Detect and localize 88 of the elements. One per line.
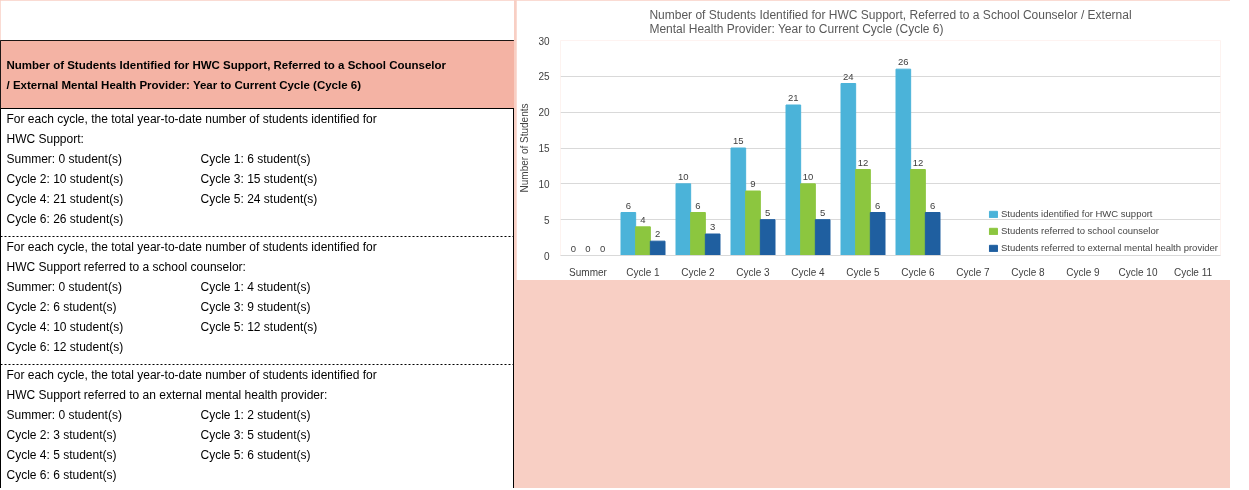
x-tick-label: Cycle 8 (1011, 266, 1046, 278)
data-label: 24 (843, 70, 854, 82)
x-tick-label: Cycle 1 (626, 266, 661, 278)
y-tick-label: 15 (538, 143, 550, 154)
text: Cycle 1: 6 student(s) (200, 151, 311, 166)
bar (649, 240, 666, 256)
x-tick-label: Cycle 3 (736, 266, 771, 278)
bar (840, 83, 857, 256)
bar (745, 190, 761, 256)
text: Cycle 6: 12 student(s) (6, 339, 124, 354)
x-tick-label: Cycle 5 (846, 266, 881, 278)
x-tick-label: Cycle 4 (791, 266, 826, 278)
y-tick-label: 25 (538, 71, 550, 83)
text: Cycle 5: 12 student(s) (200, 319, 318, 334)
x-tick-label: Cycle 9 (1066, 266, 1101, 278)
bar (855, 169, 871, 256)
y-axis-title: Number of Students (519, 103, 531, 193)
data-label: 12 (857, 156, 869, 168)
data-label: 6 (625, 199, 631, 211)
bar (704, 233, 721, 256)
x-tick-label: Cycle 2 (681, 266, 716, 278)
data-label: 4 (640, 213, 646, 225)
text: Cycle 3: 15 student(s) (200, 171, 318, 186)
bar (910, 169, 926, 256)
x-tick-label: Summer (569, 266, 608, 278)
text: Cycle 2: 6 student(s) (6, 299, 117, 314)
data-label: 10 (802, 170, 814, 182)
text: For each cycle, the total year-to-date number of students identified for HWC Support: (6, 111, 377, 146)
data-label: 3 (710, 221, 716, 232)
data-label: 5 (820, 206, 826, 218)
bar (620, 212, 637, 256)
bar (800, 183, 816, 256)
legend-label: Students referred to external mental health provider (1000, 242, 1218, 253)
text: For each cycle, the total year-to-date number of students identified for HWC Support referred to a school counselor: (6, 239, 377, 274)
x-tick-label: Cycle 10 (1118, 266, 1158, 278)
y-tick-label: 30 (538, 35, 550, 47)
text: Cycle 4: 10 student(s) (6, 319, 124, 334)
bar (785, 104, 802, 256)
bar (675, 183, 692, 256)
text: For each cycle, the total year-to-date number of students identified for HWC Support referred to an external mental health provider: (6, 367, 377, 402)
y-tick-label: 20 (538, 107, 550, 119)
y-tick-label: 0 (543, 250, 550, 262)
bar (869, 212, 886, 256)
y-tick-label: 5 (543, 214, 550, 226)
data-label: 6 (695, 199, 701, 211)
data-label: 15 (733, 135, 744, 146)
data-label: 21 (788, 92, 799, 103)
text: Cycle 3: 5 student(s) (200, 427, 311, 442)
bar (730, 147, 747, 256)
text: Cycle 5: 6 student(s) (200, 447, 311, 462)
text: Summer: 0 student(s) (6, 279, 122, 294)
text: Cycle 1: 4 student(s) (200, 279, 311, 294)
text: Cycle 2: 10 student(s) (6, 171, 124, 186)
y-tick-label: 10 (538, 178, 550, 190)
bar (924, 212, 941, 256)
data-label: 12 (912, 156, 924, 168)
legend-label: Students identified for HWC support (1000, 208, 1153, 219)
data-label: 6 (930, 199, 936, 211)
data-label: 0 (570, 242, 576, 254)
text: Cycle 2: 3 student(s) (6, 427, 117, 442)
text: Cycle 6: 6 student(s) (6, 467, 117, 482)
data-label: 0 (600, 242, 606, 254)
bar (690, 212, 706, 256)
text: Cycle 5: 24 student(s) (200, 191, 318, 206)
bar (635, 226, 651, 256)
text: Cycle 4: 21 student(s) (6, 191, 124, 206)
data-label: 9 (750, 178, 756, 189)
chart-title: Number of Students Identified for HWC Support, Referred to a School Counselor / External Mental Health Provider: Year to Current Cycle (Cycle 6) (649, 7, 1132, 36)
data-label: 26 (898, 56, 909, 68)
text: Summer: 0 student(s) (6, 407, 122, 422)
bar (759, 219, 776, 256)
text: Summer: 0 student(s) (6, 151, 122, 166)
legend-label: Students referred to school counselor (1000, 225, 1159, 236)
text: Cycle 1: 2 student(s) (200, 407, 311, 422)
bar (814, 219, 831, 256)
text: Cycle 3: 9 student(s) (200, 299, 311, 314)
bar (895, 68, 912, 256)
text: Cycle 4: 5 student(s) (6, 447, 117, 462)
text: Cycle 6: 26 student(s) (6, 211, 124, 226)
x-tick-label: Cycle 6 (901, 266, 936, 278)
x-tick-label: Cycle 7 (956, 266, 991, 278)
text: Number of Students Identified for HWC Support, Referred to a School Counselor / External Mental Health Provider: Year to Current Cycle (Cycle 6) (6, 58, 447, 91)
data-label: 2 (655, 228, 661, 240)
data-label: 10 (678, 170, 689, 182)
data-label: 0 (585, 242, 591, 254)
data-label: 5 (765, 206, 771, 218)
x-tick-label: Cycle 11 (1173, 266, 1213, 278)
data-label: 6 (875, 199, 881, 211)
